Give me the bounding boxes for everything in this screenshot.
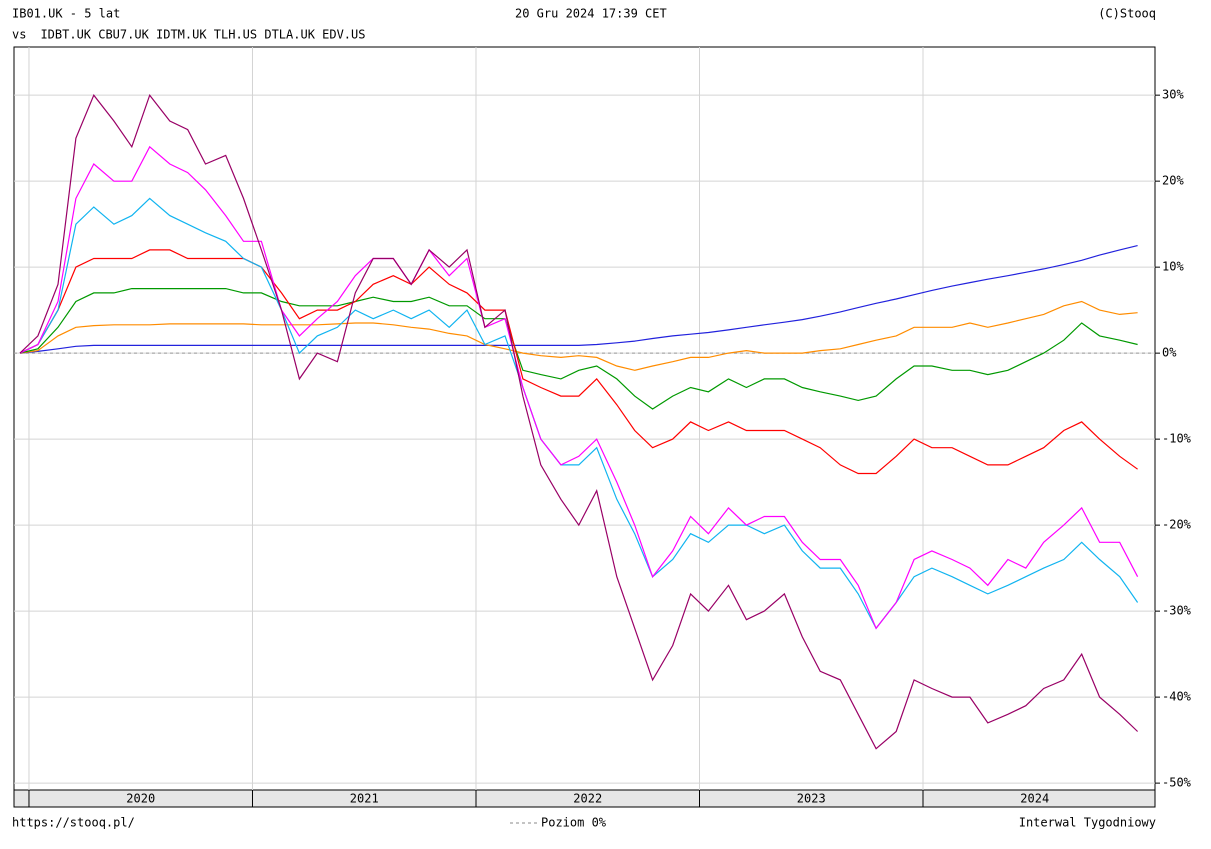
copyright: (C)Stooq <box>1098 7 1156 21</box>
legend-entry: IDBT.UK <box>40 28 91 42</box>
series-lines <box>19 93 1139 750</box>
y-tick-label: -40% <box>1162 690 1192 704</box>
vs-label: vs <box>12 28 26 42</box>
y-tick-label: 10% <box>1162 260 1184 274</box>
series-line <box>19 245 1138 354</box>
x-tick-label: 2020 <box>126 792 155 806</box>
x-tick-label: 2021 <box>350 792 379 806</box>
series-line <box>19 288 1138 410</box>
series-line <box>19 300 1138 371</box>
legend-entry: DTLA.UK <box>264 28 315 42</box>
grid <box>14 47 1160 807</box>
y-tick-label: -50% <box>1162 776 1192 790</box>
y-tick-label: 0% <box>1162 346 1177 360</box>
y-tick-label: 20% <box>1162 174 1184 188</box>
footer-url: https://stooq.pl/ <box>12 816 135 830</box>
footer-interval: Interwal Tygodniowy <box>1019 816 1156 830</box>
labels: -50% -40% -30% -20% -10% 0% 10% 20% 30% 2020 2021 2… <box>12 7 1192 806</box>
series-line <box>19 197 1139 630</box>
x-tick-label: 2022 <box>573 792 602 806</box>
legend-entry: IB01.UK <box>12 7 63 21</box>
series-line <box>19 93 1139 750</box>
y-tick-label: -20% <box>1162 518 1192 532</box>
y-tick-label: -30% <box>1162 604 1192 618</box>
legend-entry: TLH.US <box>214 28 257 42</box>
chart-date: 20 Gru 2024 17:39 CET <box>515 7 667 21</box>
zero-line-label: Poziom 0% <box>541 816 607 830</box>
series-line <box>19 249 1138 475</box>
x-tick-label: 2024 <box>1020 792 1049 806</box>
y-tick-label: 30% <box>1162 88 1184 102</box>
legend-entry: IDTM.UK <box>156 28 207 42</box>
x-tick-label: 2023 <box>797 792 826 806</box>
legend-entry: CBU7.UK <box>98 28 149 42</box>
series-line <box>19 145 1139 630</box>
year-strip <box>13 789 1156 808</box>
y-tick-label: -10% <box>1162 432 1192 446</box>
legend-entry: EDV.US <box>322 28 365 42</box>
chart-subtitle: - 5 lat <box>70 7 121 21</box>
